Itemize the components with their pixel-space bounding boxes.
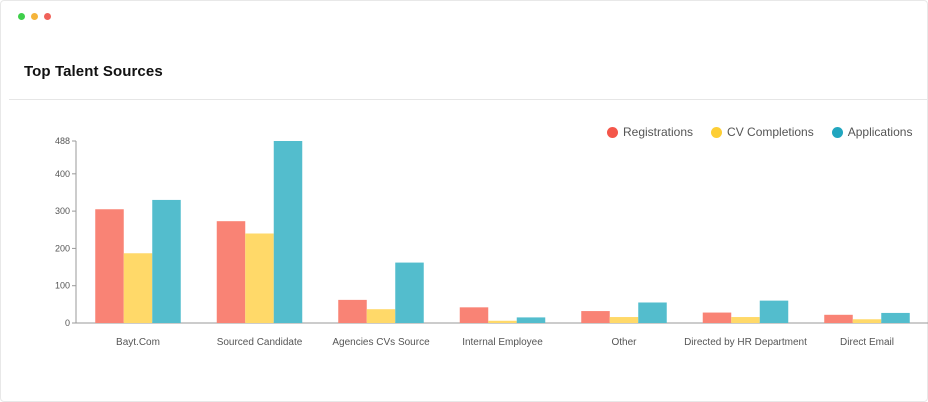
y-tick-label: 0	[65, 318, 70, 328]
bar-registrations	[702, 312, 732, 323]
y-tick-label: 200	[55, 243, 70, 253]
x-category-label: Agencies CVs Source	[332, 337, 430, 348]
bar-cv-completions	[123, 253, 153, 323]
legend-item[interactable]: CV Completions	[711, 125, 814, 139]
bar-applications	[273, 141, 303, 323]
bar-cv-completions	[245, 233, 274, 323]
x-category-label: Directed by HR Department	[684, 337, 807, 348]
bar-applications	[759, 300, 789, 323]
bar-applications	[152, 199, 181, 323]
window-dot-red-icon[interactable]	[44, 13, 51, 20]
bar-cv-completions	[609, 317, 639, 323]
x-category-label: Bayt.Com	[116, 337, 160, 348]
bar-applications	[638, 302, 667, 323]
bar-registrations	[216, 221, 246, 323]
legend-swatch	[711, 126, 723, 138]
chart-legend: Registrations CV Completions Applications	[607, 125, 912, 139]
window-dot-green-icon[interactable]	[18, 13, 25, 20]
y-tick-label: 100	[55, 281, 70, 291]
bar-applications	[881, 312, 910, 323]
bar-cv-completions	[366, 309, 396, 323]
y-tick-label: 300	[55, 206, 70, 216]
window-dot-yellow-icon[interactable]	[31, 13, 38, 20]
legend-swatch	[831, 126, 843, 138]
window-controls	[18, 13, 51, 20]
bar-applications	[395, 262, 424, 323]
bar-registrations	[95, 209, 124, 323]
legend-swatch	[607, 126, 618, 138]
bar-registrations	[459, 307, 489, 323]
bar-registrations	[824, 314, 853, 323]
x-category-label: Direct Email	[840, 337, 894, 348]
legend-label: CV Completions	[727, 125, 814, 139]
legend-label: Applications	[847, 125, 913, 139]
x-category-label: Internal Employee	[462, 337, 543, 348]
y-tick-label: 400	[55, 169, 70, 179]
legend-label: Registrations	[623, 125, 694, 139]
bar-cv-completions	[852, 319, 882, 323]
bar-registrations	[581, 311, 610, 323]
bar-cv-completions	[488, 320, 517, 323]
x-category-label: Sourced Candidate	[217, 337, 303, 348]
page-title: Top Talent Sources	[24, 63, 163, 80]
x-category-label: Other	[611, 337, 637, 348]
y-tick-label: 488	[55, 136, 70, 146]
legend-item[interactable]: Registrations	[607, 125, 693, 139]
bar-applications	[516, 317, 546, 323]
bar-cv-completions	[731, 317, 760, 323]
bar-registrations	[338, 299, 367, 323]
legend-item[interactable]: Applications	[831, 125, 913, 139]
header-divider	[9, 99, 927, 100]
